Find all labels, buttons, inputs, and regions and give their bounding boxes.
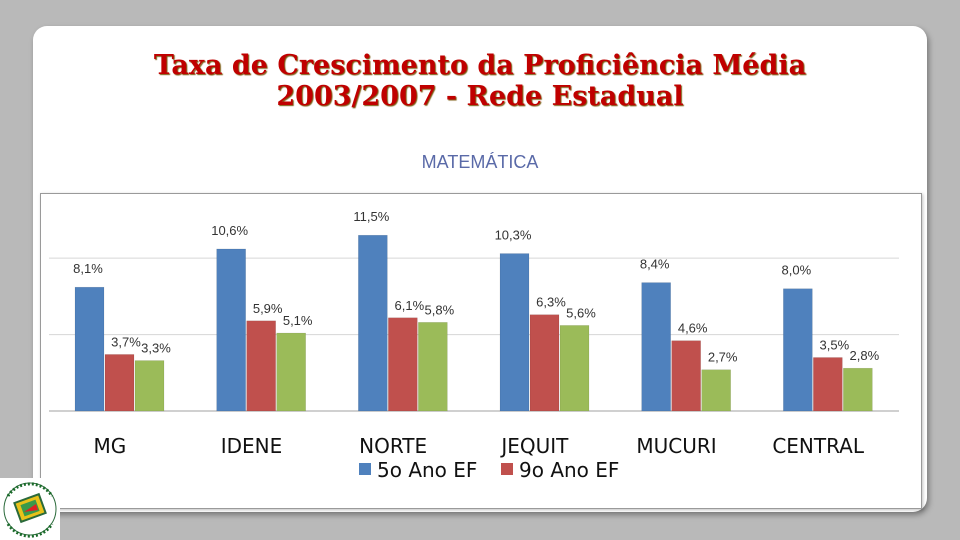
bar (74, 286, 105, 412)
data-label: 8,0% (782, 263, 812, 278)
data-label: 2,7% (708, 350, 738, 365)
title-line-2: 2003/2007 - Rede Estadual (276, 81, 684, 112)
category-label: MUCURI (636, 434, 716, 458)
data-label: 5,1% (283, 313, 313, 328)
title-line-1: Taxa de Crescimento da Proficiência Médi… (153, 50, 807, 81)
bar (671, 340, 701, 412)
legend-label: 9o Ano EF (519, 458, 619, 482)
bar (843, 367, 873, 412)
data-label: 4,6% (678, 321, 708, 336)
legend-label: 5o Ano EF (377, 458, 477, 482)
bar (418, 322, 448, 412)
bar (529, 314, 560, 412)
bar (246, 320, 276, 412)
chart-frame: 8,1% 3,7% 3,3% MG 10,6% 5,9% 5,1% IDENE 11,5% 6,1… (40, 193, 922, 509)
logo-icon (3, 482, 57, 538)
bar (104, 354, 135, 412)
category-label: JEQUIT (499, 434, 569, 458)
bar (388, 317, 418, 412)
data-label: 2,8% (850, 348, 880, 363)
data-label: 6,3% (536, 295, 566, 310)
bar (358, 234, 388, 412)
data-label: 3,5% (820, 338, 850, 353)
category-label: NORTE (359, 434, 427, 458)
data-label: 6,1% (395, 298, 425, 313)
category-label: IDENE (221, 434, 283, 458)
bar (701, 369, 731, 412)
category-label: MG (93, 434, 126, 458)
bar (813, 357, 843, 412)
slide-title: Taxa de Crescimento da Proficiência Médi… (40, 50, 920, 112)
bar (559, 325, 590, 412)
bar-chart: 8,1% 3,7% 3,3% MG 10,6% 5,9%5,1% IDENE 11,5% 6,1… (49, 209, 899, 482)
legend-swatch (501, 463, 513, 475)
bar (641, 282, 671, 412)
bar (783, 288, 813, 412)
bar (216, 248, 246, 412)
data-label: 5,6% (566, 305, 596, 320)
data-label: 5,9% (253, 301, 283, 316)
data-label: 11,5% (353, 209, 389, 224)
chart-subtitle: MATEMÁTICA (421, 152, 539, 172)
legend-swatch (359, 463, 371, 475)
data-label: 10,3% (495, 228, 532, 243)
data-label: 8,4% (640, 257, 670, 272)
data-label: 3,7% (111, 334, 141, 349)
category-label: CENTRAL (772, 434, 865, 458)
bar (276, 332, 306, 412)
data-label: 3,3% (141, 341, 171, 356)
data-label: 5,8% (425, 302, 455, 317)
plano-decenal-logo (0, 478, 60, 540)
data-label: 10,6% (211, 223, 248, 238)
data-label: 8,1% (73, 261, 103, 276)
bar (499, 253, 530, 412)
bar (134, 360, 165, 412)
